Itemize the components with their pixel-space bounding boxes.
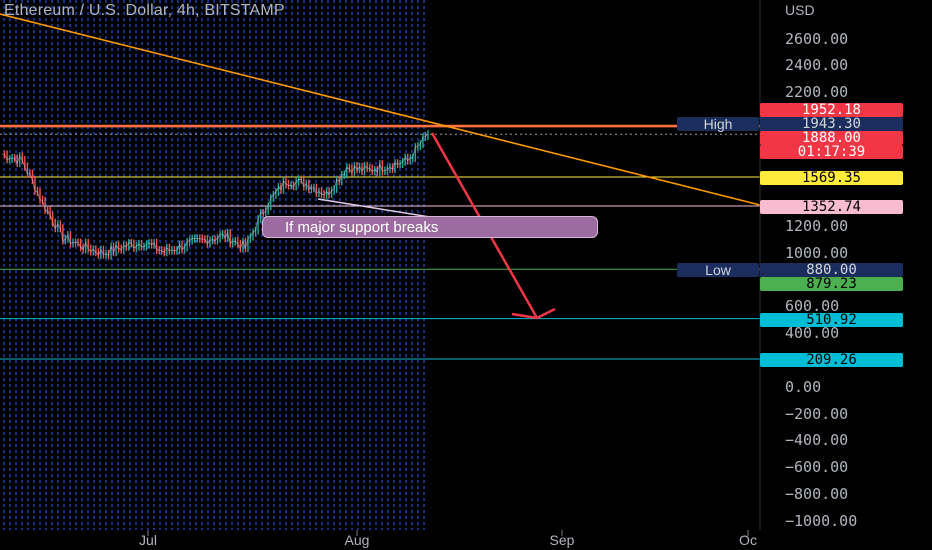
forecast-arrow-head <box>536 307 556 320</box>
price-tag: 1943.30 <box>760 117 903 131</box>
price-tag: 1952.18 <box>760 103 903 117</box>
x-tick-label: Aug <box>344 532 370 548</box>
horizontal-levels <box>0 124 760 360</box>
price-tag: 1569.35 <box>760 171 903 185</box>
x-tick-label: Sep <box>549 532 575 548</box>
price-tag: 209.26 <box>760 353 903 367</box>
price-line <box>1 133 429 257</box>
y-tick-label: −200.00 <box>785 405 849 423</box>
x-tick-label: Oc <box>739 532 757 548</box>
y-tick-label: 2400.00 <box>785 56 849 74</box>
y-tick-label: 400.00 <box>785 324 840 342</box>
y-tick-label: 600.00 <box>785 297 840 315</box>
forecast-arrow-head <box>511 312 538 320</box>
y-tick-label: 0.00 <box>785 378 822 396</box>
price-tag: 1888.00 <box>760 131 903 145</box>
currency-label[interactable]: USD <box>785 2 815 18</box>
y-tick-label: 1000.00 <box>785 244 849 262</box>
price-series <box>1 130 429 260</box>
side-tag: High <box>677 117 759 131</box>
chart-title: Ethereum / U.S. Dollar, 4h, BITSTAMP <box>4 2 285 19</box>
y-tick-label: −600.00 <box>785 458 849 476</box>
x-tick-label: Jul <box>139 532 157 548</box>
y-tick-label: −1000.00 <box>785 512 858 530</box>
price-tag: 1352.74 <box>760 200 903 214</box>
support-ray <box>317 198 431 218</box>
trendline-layer <box>0 13 761 218</box>
price-tag: 510.92 <box>760 313 903 327</box>
y-tick-label: −400.00 <box>785 431 849 449</box>
y-tick-label: 2600.00 <box>785 30 849 48</box>
y-tick-label: 2200.00 <box>785 83 849 101</box>
grid-lines <box>3 0 425 530</box>
y-tick-label: −800.00 <box>785 485 849 503</box>
trendline <box>0 13 761 206</box>
price-tag: 880.00 <box>760 263 903 277</box>
price-tag: 879.23 <box>760 277 903 291</box>
y-tick-label: 1200.00 <box>785 217 849 235</box>
countdown-tag: 01:17:39 <box>760 145 903 159</box>
annotation-callout[interactable]: If major support breaks <box>262 216 598 238</box>
side-tag: Low <box>677 263 759 277</box>
